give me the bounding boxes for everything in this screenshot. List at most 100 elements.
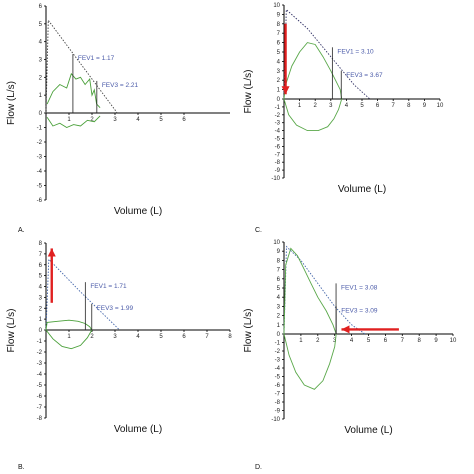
- red-arrow-head: [341, 325, 350, 334]
- fev-label: FEV3 = 2.21: [102, 82, 139, 89]
- fev-label: FEV3 = 3.67: [346, 72, 383, 79]
- red-arrow-head: [47, 248, 56, 257]
- x-tick-label: 3: [329, 103, 333, 109]
- y-axis-title: Flow (L/s): [243, 70, 254, 114]
- y-tick-label: 7: [39, 252, 43, 258]
- y-tick-label: -1: [37, 126, 43, 132]
- y-tick-label: -3: [275, 121, 281, 127]
- series-predicted-dotted: [45, 258, 120, 331]
- fev-label: FEV1 = 3.10: [337, 48, 374, 55]
- y-tick-label: -5: [275, 137, 281, 143]
- y-tick-label: 1: [39, 93, 43, 99]
- y-tick-label: -6: [275, 144, 281, 150]
- y-tick-label: -7: [275, 152, 281, 158]
- y-tick-label: 8: [277, 258, 281, 264]
- y-tick-label: 2: [39, 306, 43, 312]
- x-tick-label: 6: [376, 103, 380, 109]
- x-tick-label: 8: [407, 103, 411, 109]
- fev-label: FEV1 = 3.08: [341, 284, 378, 291]
- y-tick-label: 1: [277, 88, 281, 94]
- x-tick-label: 5: [159, 117, 163, 123]
- y-tick-label: -2: [37, 140, 43, 146]
- x-axis-title: Volume (L): [114, 206, 162, 217]
- x-tick-label: 7: [205, 334, 209, 340]
- x-axis-title: Volume (L): [344, 425, 392, 436]
- panel-c: 10 9 8 7 6 5 4 3 2 1 0 -1 -2 -3 -4 -5 -6 -7 -8 -9 -10 1 2 3 4 5 6 7…: [237, 0, 474, 237]
- y-tick-label: -7: [275, 392, 281, 398]
- panel-label: A.: [18, 227, 25, 234]
- y-tick-label: 5: [39, 274, 43, 280]
- series-measured-inspiratory: [45, 329, 93, 350]
- y-tick-label: 8: [277, 22, 281, 28]
- y-tick-label: 7: [277, 31, 281, 37]
- x-tick-label: 8: [228, 334, 232, 340]
- y-tick-label: -5: [37, 383, 43, 389]
- x-tick-label: 10: [437, 103, 444, 109]
- x-tick-label: 1: [67, 334, 71, 340]
- x-tick-label: 6: [384, 338, 388, 344]
- series-measured-expiratory: [283, 247, 337, 335]
- y-tick-label: 1: [277, 323, 281, 329]
- y-tick-label: 4: [277, 295, 281, 301]
- x-tick-label: 4: [345, 103, 349, 109]
- y-tick-label: -8: [275, 400, 281, 406]
- y-tick-label: 10: [273, 240, 280, 246]
- series-predicted-dotted: [283, 8, 371, 100]
- y-tick-label: 6: [277, 277, 281, 283]
- x-axis-title: Volume (L): [114, 424, 162, 435]
- series-measured-expiratory: [283, 42, 343, 100]
- chart-a-svg: 6 5 4 3 2 1 0 -1 -2 -3 -4 -5 -6 1 2 3 4 5 6 FEV1 = 1.17 FEV3…: [6, 4, 230, 234]
- panel-label: B.: [18, 464, 25, 471]
- y-tick-label: -10: [271, 176, 280, 182]
- series-measured-expiratory: [45, 319, 93, 331]
- x-tick-label: 5: [360, 103, 364, 109]
- x-axis-title: Volume (L): [338, 184, 386, 195]
- y-tick-label: -6: [37, 198, 43, 204]
- y-tick-label: 4: [277, 59, 281, 65]
- x-tick-label: 4: [350, 338, 354, 344]
- x-tick-label: 2: [314, 103, 318, 109]
- y-tick-label: 3: [39, 58, 43, 64]
- panel-label: D.: [255, 464, 262, 471]
- x-tick-label: 4: [136, 334, 140, 340]
- x-tick-label: 3: [113, 117, 117, 123]
- y-tick-label: -3: [37, 361, 43, 367]
- x-tick-label: 1: [299, 338, 303, 344]
- y-tick-label: -1: [37, 339, 43, 345]
- y-tick-label: 5: [39, 22, 43, 28]
- panel-a: 6 5 4 3 2 1 0 -1 -2 -3 -4 -5 -6 1 2 3 4 5 6 FEV1 = 1.17 FEV3…: [0, 0, 237, 237]
- y-tick-label: 3: [277, 69, 281, 75]
- red-arrow-head: [281, 86, 290, 95]
- y-tick-label: 6: [39, 263, 43, 269]
- y-tick-label: 2: [39, 75, 43, 81]
- y-tick-label: 6: [39, 4, 43, 10]
- y-tick-label: 2: [277, 78, 281, 84]
- y-tick-label: 9: [277, 12, 281, 18]
- y-tick-label: -1: [275, 341, 281, 347]
- x-tick-label: 5: [159, 334, 163, 340]
- y-tick-label: -7: [37, 405, 43, 411]
- y-tick-label: 10: [273, 3, 280, 9]
- fev-label: FEV1 = 1.71: [90, 283, 127, 290]
- y-tick-label: -4: [275, 366, 281, 372]
- x-tick-label: 5: [367, 338, 371, 344]
- x-tick-label: 2: [90, 117, 94, 123]
- y-tick-label: 0: [277, 332, 281, 338]
- x-tick-label: 7: [392, 103, 396, 109]
- y-tick-label: -5: [275, 375, 281, 381]
- y-tick-label: -3: [275, 358, 281, 364]
- series-measured-inspiratory: [283, 333, 337, 390]
- fev-label: FEV3 = 1.99: [97, 305, 134, 312]
- series-measured-inspiratory: [283, 98, 343, 132]
- x-tick-label: 1: [298, 103, 302, 109]
- x-tick-label: 2: [316, 338, 320, 344]
- y-tick-label: -2: [275, 113, 281, 119]
- y-tick-label: -4: [37, 372, 43, 378]
- y-tick-label: -5: [37, 184, 43, 190]
- y-tick-label: 0: [39, 328, 43, 334]
- x-tick-label: 9: [423, 103, 427, 109]
- y-tick-label: 3: [277, 304, 281, 310]
- x-tick-label: 8: [418, 338, 422, 344]
